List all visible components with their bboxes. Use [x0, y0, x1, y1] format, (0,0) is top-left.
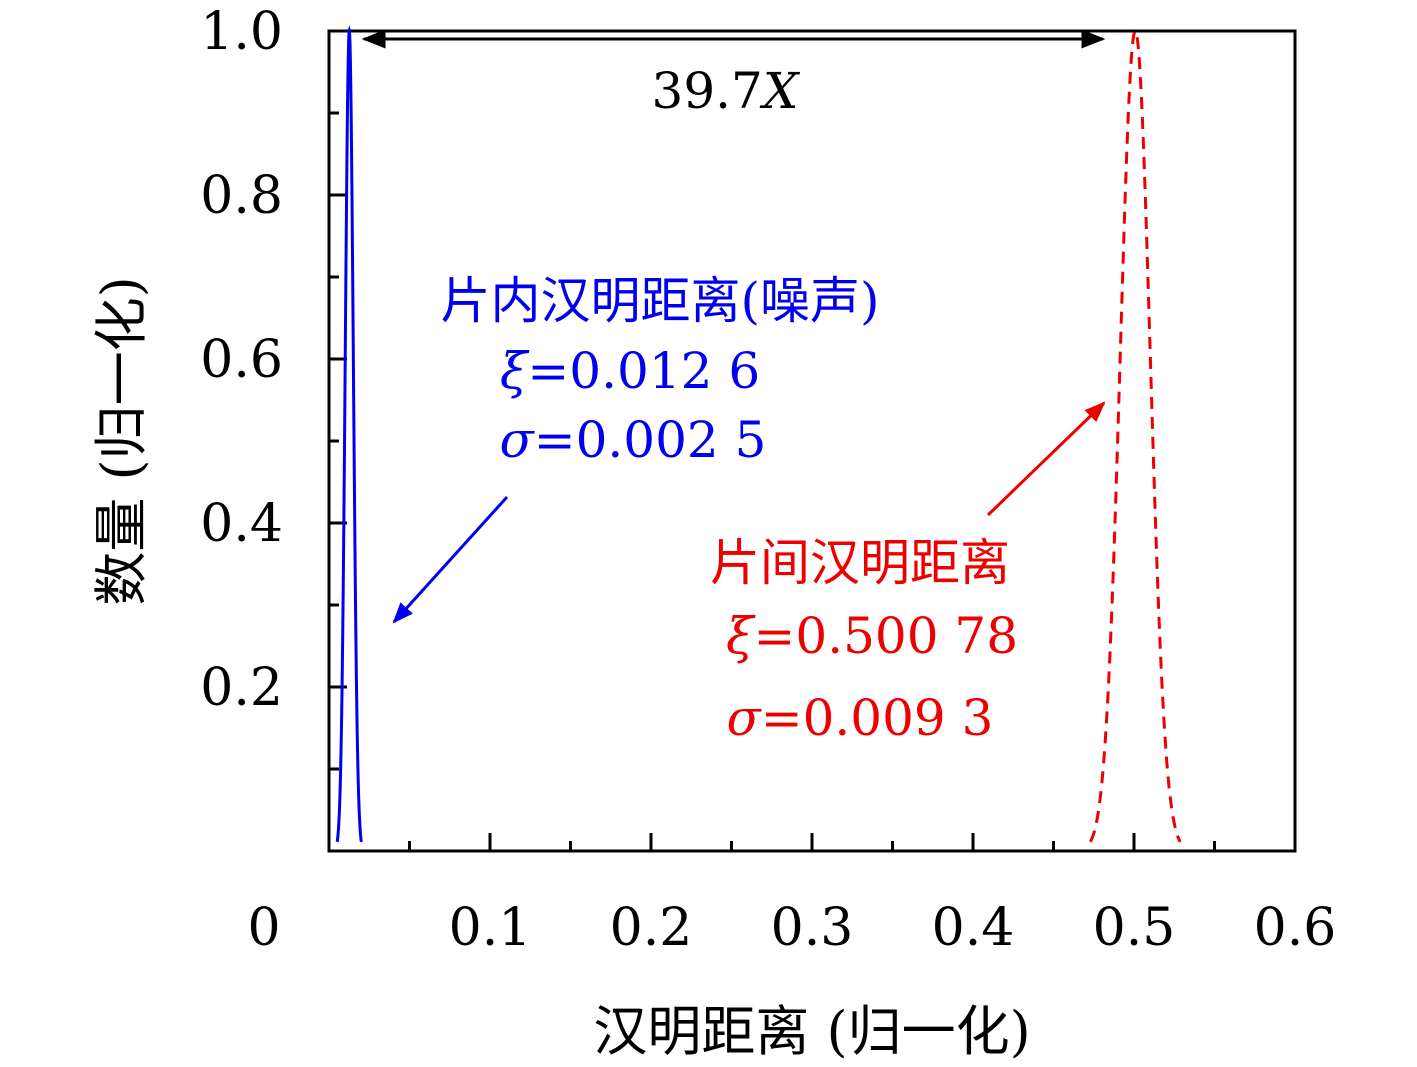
intra-chip-curve: [335, 25, 363, 843]
x-tick-label: 0.2: [610, 898, 693, 958]
red-xi-label: ξ=0.500 78: [726, 607, 1018, 665]
y-tick-label: 0.8: [200, 166, 283, 226]
equals-sign: =: [753, 607, 795, 665]
span-value: 39.7: [652, 62, 763, 120]
inter-chip-curve: [1089, 28, 1182, 843]
x-tick-label: 0.1: [449, 898, 532, 958]
blue-xi-label: ξ=0.012 6: [500, 342, 760, 400]
red-series-title: 片间汉明距离: [710, 534, 1010, 592]
blue-arrow: [392, 495, 509, 624]
x-tick-label: 0.5: [1093, 898, 1176, 958]
x-tick-label: 0.3: [771, 898, 854, 958]
red-arrow: [986, 401, 1106, 517]
equals-sign: =: [534, 411, 576, 469]
equals-sign: =: [761, 689, 803, 747]
y-axis-title: 数量 (归一化): [90, 276, 153, 605]
y-tick-label: 0.4: [200, 494, 283, 554]
data-series: [335, 25, 1182, 843]
span-variable: X: [759, 62, 801, 120]
xi-symbol: ξ: [500, 342, 530, 400]
y-tick-label: 1.0: [200, 2, 283, 62]
equals-sign: =: [527, 342, 569, 400]
x-tick-label: 0.6: [1254, 898, 1337, 958]
blue-sigma-label: σ=0.002 5: [500, 411, 767, 469]
xi-symbol: ξ: [726, 607, 756, 665]
red-sigma-label: σ=0.009 3: [727, 689, 994, 747]
blue-sigma-value: 0.002 5: [576, 411, 767, 469]
red-sigma-value: 0.009 3: [803, 689, 994, 747]
y-tick-label: 0.2: [200, 658, 283, 718]
axis-ticks: 0.1 0.2 0.3 0.4 0.5 0.6 0 0.2 0.4 0.6 0.8 1.0: [200, 2, 1336, 958]
y-tick-label: 0.6: [200, 330, 283, 390]
x-tick-label: 0.4: [932, 898, 1015, 958]
red-xi-value: 0.500 78: [795, 607, 1018, 665]
origin-label: 0: [247, 898, 280, 958]
span-label: 39.7X: [652, 62, 801, 120]
x-axis-title: 汉明距离 (归一化): [593, 1000, 1030, 1063]
blue-xi-value: 0.012 6: [569, 342, 760, 400]
sigma-symbol: σ: [500, 411, 536, 469]
sigma-symbol: σ: [727, 689, 763, 747]
blue-series-title: 片内汉明距离(噪声): [440, 272, 879, 330]
